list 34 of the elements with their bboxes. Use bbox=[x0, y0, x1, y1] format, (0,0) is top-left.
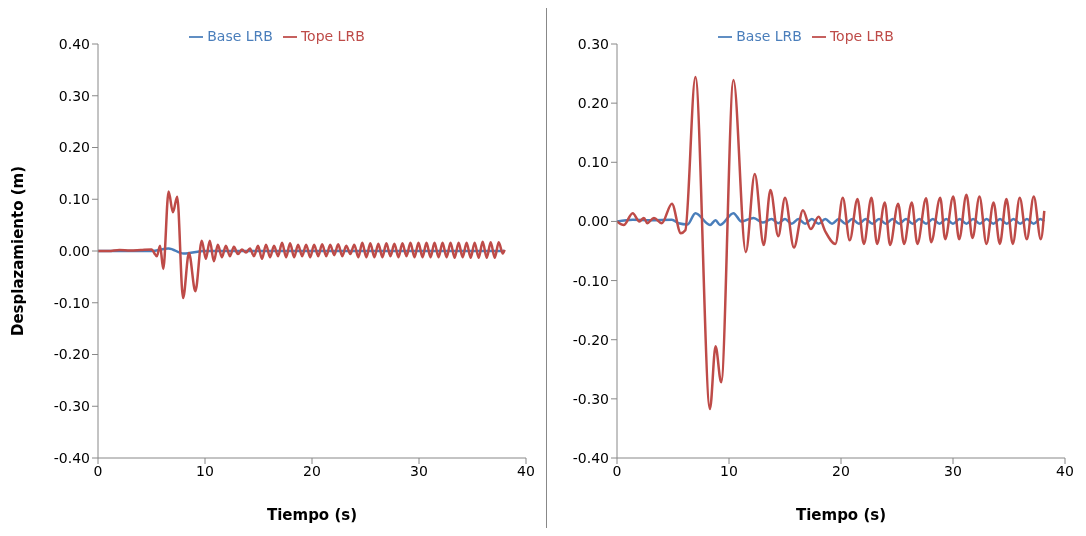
y-tick-label: -0.10 bbox=[53, 294, 90, 311]
x-tick-label: 20 bbox=[832, 462, 850, 479]
y-tick-label: 0.00 bbox=[577, 213, 609, 230]
y-tick-label: -0.20 bbox=[572, 331, 609, 348]
x-tick-label: 20 bbox=[303, 462, 321, 479]
y-tick-label: -0.20 bbox=[53, 346, 90, 363]
legend-label: Tope LRB bbox=[829, 28, 894, 44]
y-tick-label: 0.40 bbox=[58, 35, 90, 52]
x-tick-label: 0 bbox=[93, 462, 103, 479]
x-axis-title: Tiempo (s) bbox=[266, 506, 358, 524]
y-tick-label: 0.10 bbox=[58, 191, 90, 208]
x-tick-label: 0 bbox=[612, 462, 622, 479]
x-tick-label: 10 bbox=[720, 462, 738, 479]
x-tick-label: 40 bbox=[1056, 462, 1074, 479]
y-tick-label: 0.20 bbox=[58, 139, 90, 156]
x-tick-label: 30 bbox=[944, 462, 962, 479]
y-tick-label: -0.40 bbox=[572, 449, 609, 466]
x-axis-title: Tiempo (s) bbox=[795, 506, 887, 524]
y-tick-label: 0.20 bbox=[577, 95, 609, 112]
legend-label: Base LRB bbox=[736, 28, 802, 44]
y-tick-label: 0.30 bbox=[58, 87, 90, 104]
y-axis-title: Desplazamiento (m) bbox=[9, 165, 28, 337]
x-tick-label: 40 bbox=[517, 462, 535, 479]
y-tick-label: 0.30 bbox=[577, 35, 609, 52]
x-tick-label: 10 bbox=[196, 462, 214, 479]
y-tick-label: -0.10 bbox=[572, 272, 609, 289]
y-tick-label: 0.10 bbox=[577, 154, 609, 171]
y-tick-label: 0.00 bbox=[58, 242, 90, 259]
y-tick-label: -0.30 bbox=[572, 390, 609, 407]
y-tick-label: -0.30 bbox=[53, 398, 90, 415]
legend-label: Base LRB bbox=[207, 28, 273, 44]
y-tick-label: -0.40 bbox=[53, 449, 90, 466]
x-tick-label: 30 bbox=[410, 462, 428, 479]
legend-label: Tope LRB bbox=[300, 28, 365, 44]
